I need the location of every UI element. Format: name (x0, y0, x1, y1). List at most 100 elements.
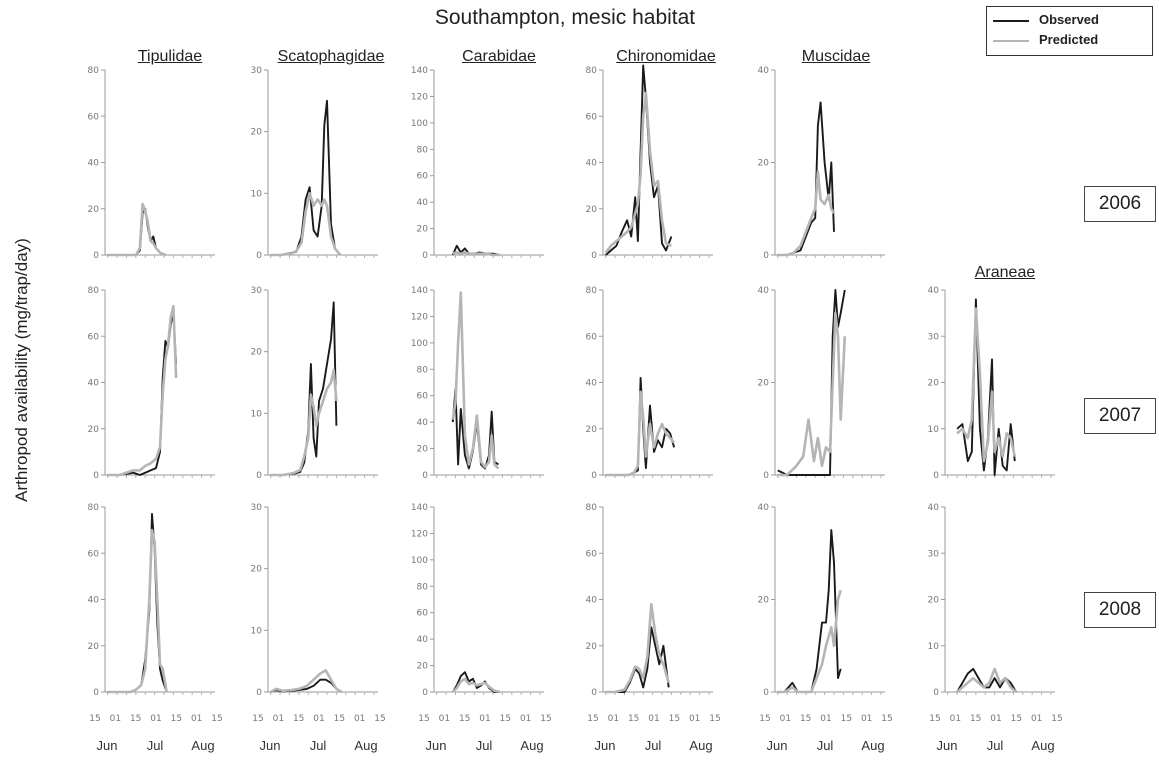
x-day-label-tipulidae-3: 01 (150, 714, 161, 724)
x-month-label-muscidae-jul: Jul (817, 738, 834, 753)
y-tick-label-chironomidae-2007-0: 0 (591, 471, 597, 481)
y-tick-label-muscidae-2007-40: 40 (758, 286, 770, 296)
x-day-label-tipulidae-4: 15 (171, 714, 182, 724)
x-day-label-araneae-4: 15 (1011, 714, 1022, 724)
y-tick-label-carabidae-2006-60: 60 (417, 172, 429, 182)
x-day-label-scatophagidae-5: 01 (354, 714, 365, 724)
x-day-label-scatophagidae-6: 15 (374, 714, 385, 724)
series-predicted-carabidae-2006 (452, 251, 500, 257)
y-tick-label-scatophagidae-2007-10: 10 (251, 409, 263, 419)
y-tick-label-muscidae-2006-20: 20 (758, 159, 770, 169)
y-tick-label-carabidae-2006-80: 80 (417, 145, 429, 155)
y-tick-label-carabidae-2007-100: 100 (411, 339, 428, 349)
y-tick-label-tipulidae-2007-80: 80 (88, 286, 100, 296)
y-tick-label-tipulidae-2008-60: 60 (88, 549, 100, 559)
series-predicted-chironomidae-2008 (605, 602, 670, 694)
x-day-label-carabidae-0: 15 (418, 714, 429, 724)
series-observed-chironomidae-2006 (605, 64, 673, 256)
family-title-carabidae: Carabidae (462, 48, 536, 65)
x-month-label-carabidae-aug: Aug (520, 738, 543, 753)
x-day-label-tipulidae-2: 15 (130, 714, 141, 724)
year-label-2007: 2007 (1084, 398, 1156, 434)
x-month-label-chironomidae-jul: Jul (645, 738, 662, 753)
legend-swatch-observed (993, 20, 1029, 22)
x-day-label-muscidae-5: 01 (861, 714, 872, 724)
x-month-label-carabidae-jul: Jul (476, 738, 493, 753)
y-tick-label-tipulidae-2006-40: 40 (88, 159, 100, 169)
y-tick-label-scatophagidae-2008-20: 20 (251, 565, 263, 575)
y-tick-label-muscidae-2008-20: 20 (758, 596, 770, 606)
y-tick-label-scatophagidae-2007-20: 20 (251, 348, 263, 358)
y-tick-label-carabidae-2007-80: 80 (417, 365, 429, 375)
y-tick-label-araneae-2008-0: 0 (933, 688, 939, 698)
legend-swatch-predicted (993, 40, 1029, 42)
y-tick-label-araneae-2008-40: 40 (928, 503, 940, 513)
y-tick-label-carabidae-2007-40: 40 (417, 418, 429, 428)
family-title-muscidae: Muscidae (801, 48, 871, 65)
x-day-label-carabidae-6: 15 (540, 714, 551, 724)
y-tick-label-carabidae-2008-140: 140 (411, 503, 428, 513)
y-tick-label-tipulidae-2006-0: 0 (93, 251, 99, 261)
x-day-label-scatophagidae-0: 15 (252, 714, 263, 724)
x-day-label-muscidae-4: 15 (841, 714, 852, 724)
y-tick-label-tipulidae-2007-60: 60 (88, 332, 100, 342)
x-day-label-carabidae-5: 01 (520, 714, 531, 724)
x-month-label-tipulidae-aug: Aug (191, 738, 214, 753)
y-tick-label-carabidae-2006-40: 40 (417, 198, 429, 208)
y-tick-label-tipulidae-2008-0: 0 (93, 688, 99, 698)
y-tick-label-tipulidae-2007-0: 0 (93, 471, 99, 481)
series-predicted-carabidae-2008 (451, 677, 501, 694)
y-tick-label-scatophagidae-2006-10: 10 (251, 189, 263, 199)
x-month-label-muscidae-jun: Jun (767, 738, 788, 753)
y-tick-label-tipulidae-2006-20: 20 (88, 205, 100, 215)
x-day-label-muscidae-1: 01 (780, 714, 791, 724)
x-day-label-chironomidae-4: 15 (669, 714, 680, 724)
y-tick-label-scatophagidae-2008-10: 10 (251, 626, 263, 636)
series-observed-chironomidae-2008 (605, 626, 670, 693)
y-tick-label-chironomidae-2006-0: 0 (591, 251, 597, 261)
y-tick-label-chironomidae-2008-80: 80 (586, 503, 598, 513)
x-month-label-tipulidae-jul: Jul (147, 738, 164, 753)
y-tick-label-muscidae-2006-40: 40 (758, 66, 770, 76)
y-tick-label-araneae-2007-40: 40 (928, 286, 940, 296)
y-tick-label-tipulidae-2008-20: 20 (88, 642, 100, 652)
x-month-label-scatophagidae-aug: Aug (354, 738, 377, 753)
legend-label-predicted: Predicted (1039, 32, 1099, 47)
y-tick-label-chironomidae-2007-80: 80 (586, 286, 598, 296)
x-month-label-araneae-jun: Jun (937, 738, 958, 753)
legend-item-observed: Observed (993, 12, 1148, 30)
y-tick-label-carabidae-2007-140: 140 (411, 286, 428, 296)
y-tick-label-carabidae-2006-140: 140 (411, 66, 428, 76)
series-predicted-tipulidae-2006 (107, 202, 166, 257)
x-day-label-muscidae-0: 15 (759, 714, 770, 724)
y-tick-label-carabidae-2008-100: 100 (411, 556, 428, 566)
y-tick-label-scatophagidae-2007-30: 30 (251, 286, 263, 296)
x-day-label-araneae-3: 01 (990, 714, 1001, 724)
y-tick-label-chironomidae-2006-40: 40 (586, 159, 598, 169)
x-month-label-chironomidae-jun: Jun (595, 738, 616, 753)
y-tick-label-chironomidae-2006-60: 60 (586, 112, 598, 122)
x-day-label-tipulidae-5: 01 (191, 714, 202, 724)
year-label-2006: 2006 (1084, 186, 1156, 222)
x-day-label-chironomidae-0: 15 (587, 714, 598, 724)
x-day-label-chironomidae-6: 15 (709, 714, 720, 724)
y-tick-label-carabidae-2008-60: 60 (417, 609, 429, 619)
legend-label-observed: Observed (1039, 12, 1099, 27)
y-tick-label-chironomidae-2006-20: 20 (586, 205, 598, 215)
x-day-label-chironomidae-1: 01 (608, 714, 619, 724)
y-tick-label-carabidae-2006-120: 120 (411, 92, 428, 102)
y-tick-label-muscidae-2008-0: 0 (763, 688, 769, 698)
x-day-label-araneae-2: 15 (970, 714, 981, 724)
family-title-araneae: Araneae (974, 264, 1036, 281)
x-day-label-chironomidae-3: 01 (648, 714, 659, 724)
family-title-tipulidae: Tipulidae (137, 48, 203, 65)
series-observed-tipulidae-2007 (107, 312, 178, 476)
y-tick-label-carabidae-2008-80: 80 (417, 582, 429, 592)
x-month-label-araneae-jul: Jul (987, 738, 1004, 753)
series-predicted-tipulidae-2007 (107, 304, 178, 477)
y-tick-label-tipulidae-2006-60: 60 (88, 112, 100, 122)
x-day-label-carabidae-1: 01 (439, 714, 450, 724)
y-tick-label-araneae-2007-0: 0 (933, 471, 939, 481)
y-tick-label-scatophagidae-2006-30: 30 (251, 66, 263, 76)
